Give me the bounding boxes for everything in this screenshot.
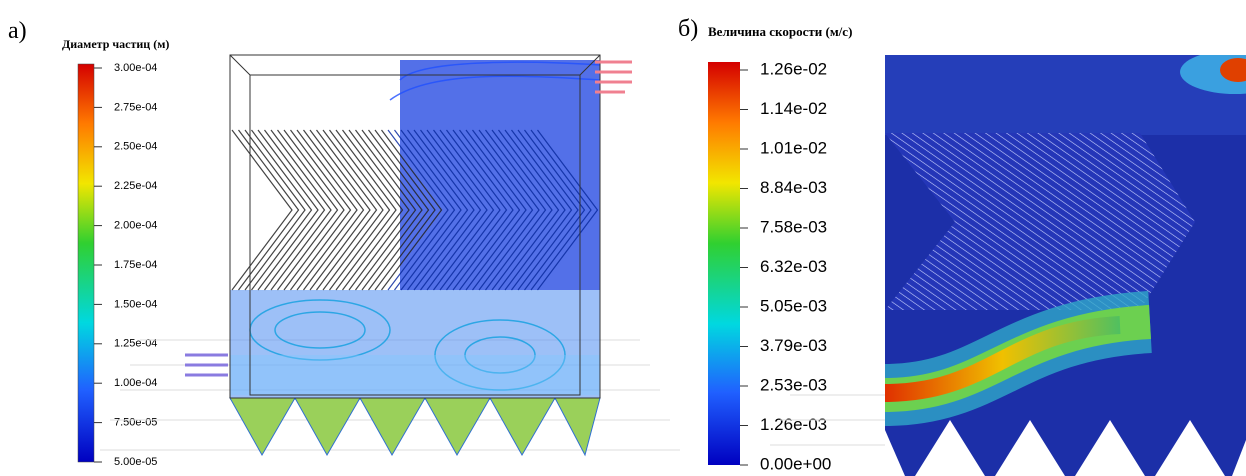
tick-label: 2.00e-04 bbox=[114, 220, 157, 232]
colorbar-ticks: 1.26e-02 1.14e-02 1.01e-02 8.84e-03 7.58e-03… bbox=[740, 59, 831, 473]
tick-label: 1.50e-04 bbox=[114, 298, 157, 310]
hoppers bbox=[230, 398, 600, 455]
floor-grid bbox=[770, 395, 885, 445]
panel-label: а) bbox=[8, 18, 27, 44]
inlet-arrows bbox=[185, 355, 228, 375]
colorbar bbox=[78, 64, 94, 462]
tick-label: 1.26e-03 bbox=[760, 415, 827, 434]
tick-label: 1.26e-02 bbox=[760, 59, 827, 78]
figure: а) Диаметр частиц (м) 3.00e-04 2.75e-04 2.… bbox=[0, 0, 1246, 476]
colorbar-title: Величина скорости (м/с) bbox=[708, 24, 852, 39]
tick-label: 5.05e-03 bbox=[760, 296, 827, 315]
colorbar-title: Диаметр частиц (м) bbox=[62, 37, 169, 51]
tick-label: 2.53e-03 bbox=[760, 375, 827, 394]
tick-label: 0.00e+00 bbox=[760, 454, 831, 473]
tick-label: 7.58e-03 bbox=[760, 217, 827, 236]
inlet-zone bbox=[230, 355, 600, 395]
tick-label: 2.50e-04 bbox=[114, 141, 157, 153]
tick-label: 1.75e-04 bbox=[114, 259, 157, 271]
streamline-image bbox=[100, 55, 680, 455]
tick-label: 1.01e-02 bbox=[760, 138, 827, 157]
colorbar bbox=[708, 62, 740, 465]
tick-label: 5.00e-05 bbox=[114, 456, 157, 468]
outlet-arrows bbox=[595, 62, 632, 92]
tick-label: 8.84e-03 bbox=[760, 178, 827, 197]
tick-label: 6.32e-03 bbox=[760, 257, 827, 276]
tick-label: 2.75e-04 bbox=[114, 101, 157, 113]
tick-label: 2.25e-04 bbox=[114, 180, 157, 192]
panel-label: б) bbox=[678, 16, 698, 42]
tick-label: 3.00e-04 bbox=[114, 62, 157, 74]
tick-label: 1.14e-02 bbox=[760, 99, 827, 118]
tick-label: 3.79e-03 bbox=[760, 336, 827, 355]
tick-label: 7.50e-05 bbox=[114, 417, 157, 429]
tick-label: 1.00e-04 bbox=[114, 377, 157, 389]
velocity-image bbox=[770, 50, 1246, 476]
colorbar-ticks: 3.00e-04 2.75e-04 2.50e-04 2.25e-04 2.00e-04… bbox=[94, 62, 157, 468]
